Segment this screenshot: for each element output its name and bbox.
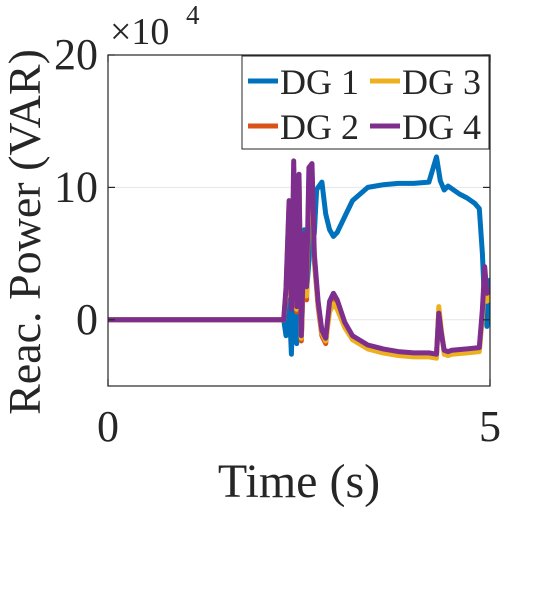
y-tick-label: 0 [76, 295, 98, 344]
y-multiplier-base: ×10 [110, 11, 169, 53]
legend-entry-dg-3: DG 3 [370, 62, 481, 102]
x-tick-label: 5 [479, 402, 501, 451]
legend-box [241, 55, 490, 150]
y-tick-label: 10 [54, 162, 98, 211]
series-lines [108, 154, 490, 361]
series-line-dg-4 [108, 158, 490, 357]
y-tick-label: 20 [54, 30, 98, 79]
axes-box [107, 54, 491, 387]
legend-label-dg-1: DG 1 [280, 62, 359, 102]
x-axis-label: Time (s) [218, 455, 380, 508]
y-multiplier: ×10 4 [110, 0, 200, 53]
y-axis-label: Reac. Power (VAR) [0, 49, 50, 415]
x-tick-label: 0 [97, 402, 119, 451]
y-multiplier-exponent: 4 [186, 0, 200, 30]
legend-entry-dg-1: DG 1 [248, 62, 359, 102]
legend: DG 1 DG 3 DG 2 DG 4 [241, 55, 490, 150]
legend-label-dg-2: DG 2 [280, 107, 359, 147]
legend-entry-dg-2: DG 2 [248, 107, 359, 147]
legend-label-dg-3: DG 3 [402, 62, 481, 102]
legend-entry-dg-4: DG 4 [370, 107, 481, 147]
legend-label-dg-4: DG 4 [402, 107, 481, 147]
ticks: 0 10 20 0 5 [54, 30, 501, 451]
